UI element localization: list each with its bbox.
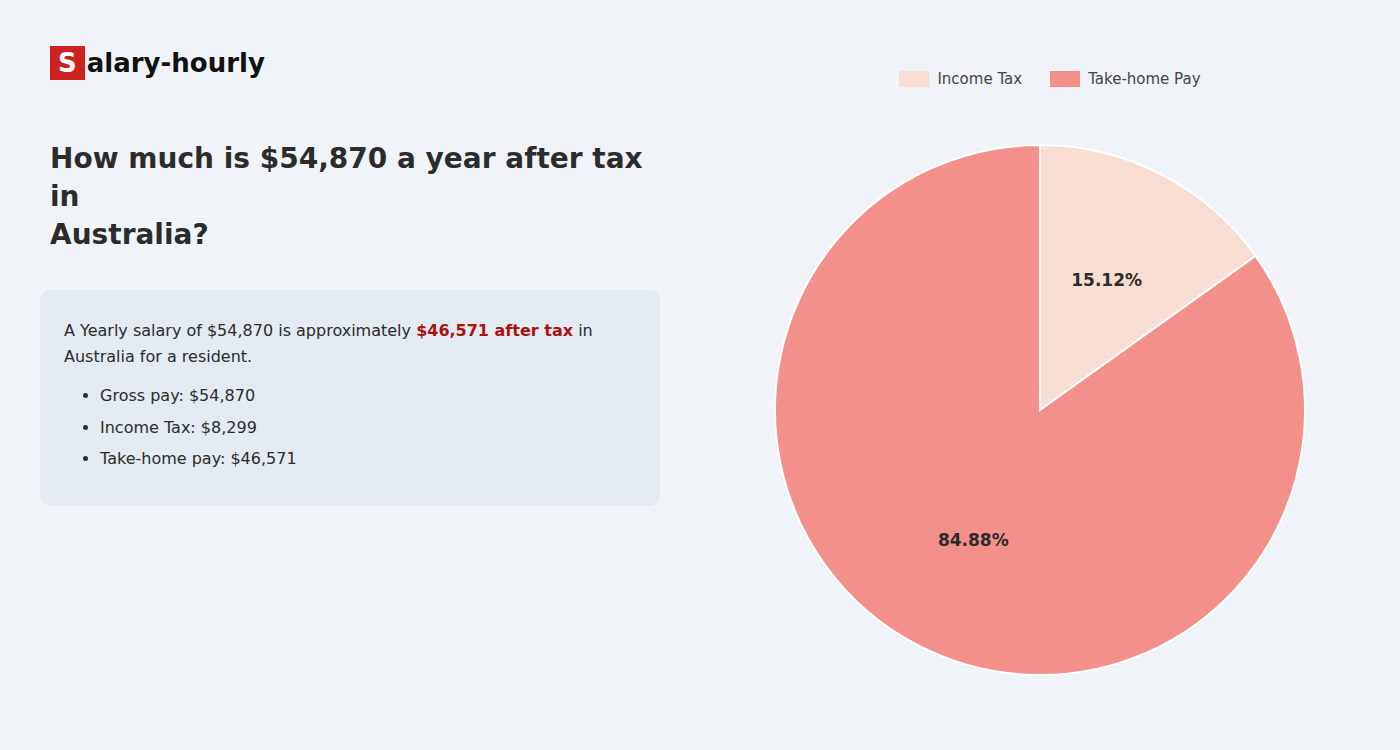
summary-text: A Yearly salary of $54,870 is approximat…: [64, 321, 416, 340]
pie-panel: 15.12% 84.88% Income Tax Take-home Pay: [700, 0, 1400, 750]
legend-swatch: [899, 71, 929, 87]
legend-label: Income Tax: [937, 70, 1022, 88]
page: {"chart_data": {"type": "pie", "title": …: [0, 0, 1400, 750]
pie-slice: [775, 145, 1305, 675]
summary-text: in: [573, 321, 593, 340]
title-line: How much is $54,870 a year after tax in: [50, 140, 680, 216]
info-box: A Yearly salary of $54,870 is approximat…: [40, 290, 660, 506]
legend-swatch: [1050, 71, 1080, 87]
logo-rest: alary-hourly: [87, 48, 265, 78]
summary-highlight: $46,571 after tax: [416, 321, 573, 340]
text-panel: Salary-hourly How much is $54,870 a year …: [40, 0, 680, 750]
logo-initial: S: [50, 46, 85, 80]
bullet-text: Take-home pay: $46,571: [100, 449, 297, 468]
legend-item: Income Tax: [899, 70, 1022, 88]
data-label: 15.12%: [1071, 270, 1142, 290]
title-line: Australia?: [50, 216, 680, 254]
legend: Income Tax Take-home Pay: [700, 70, 1400, 88]
bullet-text: Income Tax: $8,299: [100, 418, 257, 437]
bullet-item: Gross pay: $54,870: [100, 383, 636, 409]
summary-line: Australia for a resident.: [64, 344, 636, 370]
summary-line: A Yearly salary of $54,870 is approximat…: [64, 318, 636, 344]
summary-text: Australia for a resident.: [64, 347, 252, 366]
data-labels: 15.12% 84.88%: [938, 270, 1142, 549]
legend-item: Take-home Pay: [1050, 70, 1200, 88]
bullet-text: Gross pay: $54,870: [100, 386, 255, 405]
bullet-list: Gross pay: $54,870 Income Tax: $8,299 Take…: [64, 383, 636, 472]
legend-label: Take-home Pay: [1088, 70, 1200, 88]
pie-chart: 15.12% 84.88%: [700, 0, 1400, 750]
data-label: 84.88%: [938, 530, 1009, 550]
title: How much is $54,870 a year after tax inA…: [50, 140, 680, 253]
logo: Salary-hourly: [50, 46, 265, 80]
slices: [775, 145, 1305, 675]
bullet-item: Take-home pay: $46,571: [100, 446, 636, 472]
bullet-item: Income Tax: $8,299: [100, 415, 636, 441]
